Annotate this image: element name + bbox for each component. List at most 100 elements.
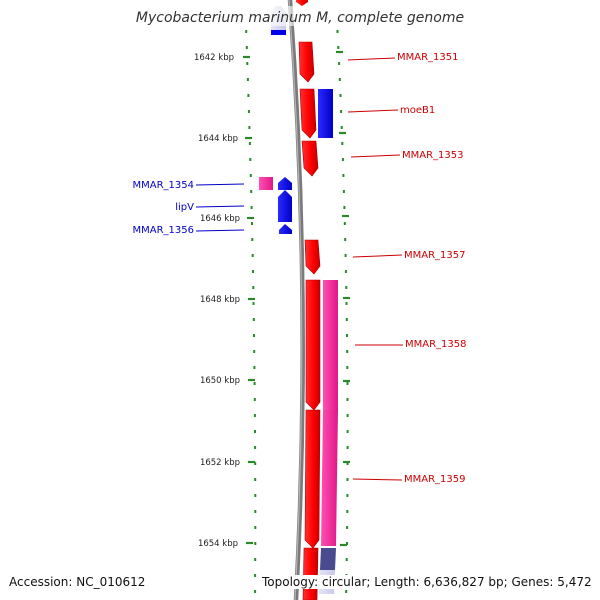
scale-dot-left [254, 558, 257, 561]
scale-dot-left [254, 590, 257, 593]
scale-dot-left [248, 126, 251, 129]
scale-dot-right [346, 494, 349, 497]
kbp-label-1642: 1642 kbp [194, 53, 234, 63]
scale-dot-right [341, 142, 344, 145]
label-MMAR_1357[interactable]: MMAR_1357 [404, 250, 466, 261]
scale-dot-left [252, 302, 255, 305]
scale-dot-right [345, 590, 348, 593]
scale-dot-left [254, 510, 257, 513]
scale-dot-right [345, 318, 348, 321]
scale-dot-left [246, 62, 249, 65]
label-moeB1[interactable]: moeB1 [400, 105, 435, 116]
scale-dot-right [344, 254, 347, 257]
scale-dot-left [249, 174, 252, 177]
kbp-tick-1652: 1652 kbp [200, 458, 255, 468]
scale-dot-right [346, 334, 348, 337]
gene-MMAR_1357[interactable] [304, 239, 321, 275]
kbp-label-1644: 1644 kbp [198, 134, 238, 144]
scale-dot-right [344, 238, 347, 241]
scale-dot-left [252, 318, 255, 321]
kbp-label-1652: 1652 kbp [200, 458, 240, 468]
scale-dot-right [340, 126, 343, 129]
scale-dot-left [253, 414, 256, 417]
kbp-tick-1648: 1648 kbp [200, 295, 255, 305]
gene-partial-top-red [296, 0, 308, 6]
scale-dot-left [254, 446, 257, 449]
scale-dot-right [342, 190, 345, 193]
map-title: Mycobacterium marinum M, complete genome [136, 10, 464, 26]
gene-partial-bottom-purple [320, 548, 336, 570]
scale-dot-left [254, 542, 257, 545]
reverse-leaders [195, 183, 245, 232]
scale-dot-right [345, 302, 348, 305]
scale-dot-right [338, 78, 341, 81]
title-backdrop [138, 6, 460, 26]
kbp-tick-1654: 1654 kbp [198, 539, 253, 549]
scale-dot-left [245, 46, 248, 49]
scale-dot-right [338, 62, 341, 65]
scale-dot-right [336, 30, 339, 33]
scale-dot-left [254, 478, 257, 481]
kbp-tick-1646: 1646 kbp [200, 214, 254, 224]
scale-dot-left [247, 110, 250, 113]
gene-MMAR_1359-red[interactable] [304, 409, 321, 549]
gene-MMAR_1351[interactable] [298, 41, 315, 83]
accession-text: Accession: NC_010612 [9, 575, 146, 589]
scale-dot-left [250, 190, 253, 193]
scale-dot-left [253, 398, 256, 401]
scale-dot-left [251, 254, 254, 257]
gene-lipV[interactable] [278, 190, 292, 222]
scale-dot-right [346, 350, 349, 353]
scale-dot-left [253, 350, 256, 353]
scale-dot-left [254, 574, 257, 577]
scale-dot-left [254, 494, 257, 497]
kbp-label-1646: 1646 kbp [200, 214, 240, 224]
scale-dot-right [346, 542, 348, 545]
scale-dot-right [346, 462, 349, 465]
scale-dot-right [346, 526, 349, 529]
scale-dot-left [254, 462, 257, 465]
scale-dot-left [254, 430, 256, 433]
scale-dot-right [342, 174, 345, 177]
gene-moeB1-red[interactable] [299, 88, 317, 139]
label-MMAR_1358[interactable]: MMAR_1358 [405, 339, 467, 350]
label-MMAR_1353[interactable]: MMAR_1353 [402, 150, 464, 161]
scale-dot-left [245, 30, 248, 33]
gene-MMAR_1353[interactable] [301, 140, 319, 177]
scale-dot-left [253, 334, 255, 337]
scale-dot-left [251, 238, 254, 241]
scale-dots [245, 30, 349, 593]
label-MMAR_1354[interactable]: MMAR_1354 [133, 180, 195, 191]
gene-MMAR_1354[interactable] [259, 177, 273, 190]
scale-dot-right [345, 286, 348, 289]
gene-MMAR_1356[interactable] [279, 224, 292, 234]
gene-partial-top-blue-edge [271, 30, 286, 35]
scale-dot-left [248, 142, 251, 145]
scale-dot-right [346, 366, 349, 369]
scale-dot-right [345, 558, 348, 561]
gene-MMAR_1358-pink[interactable] [323, 280, 338, 410]
kbp-label-1650: 1650 kbp [200, 376, 240, 386]
scale-dot-right [346, 398, 349, 401]
scale-dot-right [346, 382, 349, 385]
label-MMAR_1356[interactable]: MMAR_1356 [133, 225, 195, 236]
label-MMAR_1359[interactable]: MMAR_1359 [404, 474, 466, 485]
scale-dot-left [251, 222, 253, 225]
gene-MMAR_1358-red[interactable] [305, 279, 321, 411]
label-MMAR_1351[interactable]: MMAR_1351 [397, 52, 459, 63]
genome-backbone-highlight [288, 0, 303, 600]
kbp-label-1654: 1654 kbp [198, 539, 238, 549]
label-lipV[interactable]: lipV [175, 202, 194, 213]
gene-MMAR_1354-blue-arrow[interactable] [278, 177, 292, 190]
scale-dot-right [341, 158, 344, 161]
gene-moeB1-blue[interactable] [318, 89, 333, 138]
scale-dot-right [343, 206, 346, 209]
kbp-tick-1644: 1644 kbp [198, 134, 252, 144]
gene-MMAR_1359-pink[interactable] [321, 410, 338, 546]
scale-dot-right [346, 478, 349, 481]
scale-dot-right [346, 414, 349, 417]
kbp-label-1648: 1648 kbp [200, 295, 240, 305]
scale-dot-right [343, 222, 346, 225]
